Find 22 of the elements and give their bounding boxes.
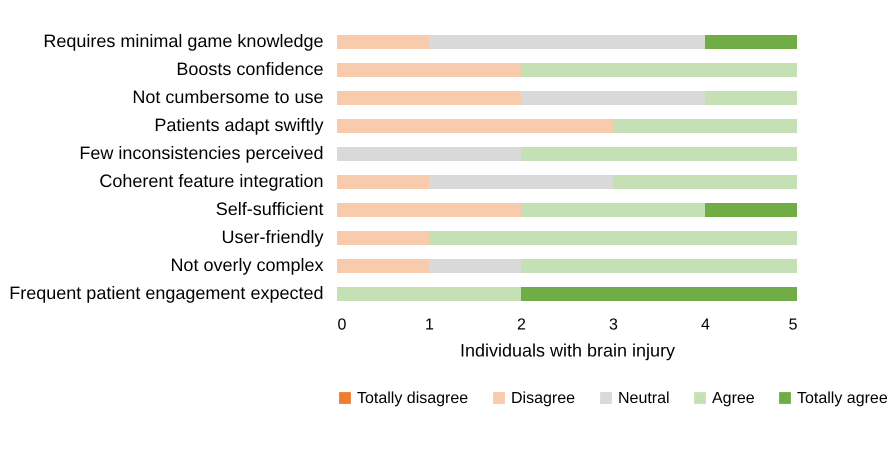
legend-label: Totally disagree	[357, 390, 468, 407]
x-tick-label: 0	[338, 316, 346, 334]
x-axis-title: Individuals with brain injury	[460, 340, 676, 360]
y-tick-label: Few inconsistencies perceived	[79, 143, 324, 163]
y-tick-label: Coherent feature integration	[99, 171, 324, 191]
x-tick-label: 5	[788, 316, 798, 334]
x-tick-label: 4	[701, 316, 710, 334]
y-tick-label: Not overly complex	[170, 255, 324, 275]
legend-label: Totally agree	[797, 390, 888, 407]
legend-label: Agree	[712, 390, 755, 407]
y-tick-label: Frequent patient engagement expected	[9, 283, 324, 303]
y-tick-label: Not cumbersome to use	[132, 87, 324, 107]
y-tick-label: Boosts confidence	[176, 59, 324, 79]
x-tick-label: 1	[425, 316, 434, 334]
y-tick-label: User-friendly	[221, 227, 324, 247]
legend-label: Neutral	[618, 390, 670, 407]
legend-label: Disagree	[511, 390, 576, 407]
x-tick-label: 3	[609, 316, 618, 334]
y-tick-label: Requires minimal game knowledge	[43, 31, 324, 51]
x-tick-label: 2	[517, 316, 526, 334]
y-tick-label: Self-sufficient	[216, 199, 324, 219]
y-tick-label: Patients adapt swiftly	[154, 115, 324, 135]
